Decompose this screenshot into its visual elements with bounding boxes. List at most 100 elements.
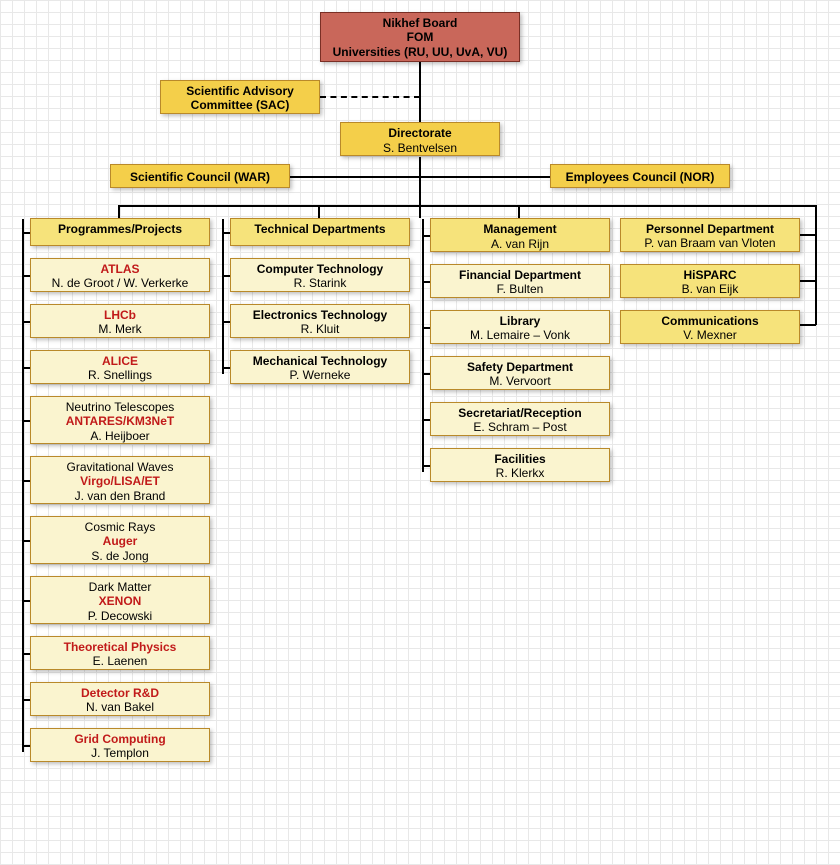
cell-line: Neutrino Telescopes — [66, 400, 175, 414]
conn-stub — [422, 373, 430, 375]
cell-line: Theoretical Physics — [64, 640, 177, 654]
cell-line: Virgo/LISA/ET — [80, 474, 160, 488]
col3-item-2: Safety DepartmentM. Vervoort — [430, 356, 610, 390]
conn-stub — [422, 281, 430, 283]
col2-item-1: Electronics TechnologyR. Kluit — [230, 304, 410, 338]
conn-c2-spine — [222, 219, 224, 374]
cell-line: S. de Jong — [91, 549, 148, 563]
conn-stub — [22, 275, 30, 277]
conn-stub — [422, 235, 430, 237]
cell-line: Library — [500, 314, 541, 328]
col3-item-3: Secretariat/ReceptionE. Schram – Post — [430, 402, 610, 436]
cell-line: A. Heijboer — [90, 429, 149, 443]
conn-stub — [22, 600, 30, 602]
cell-line: Gravitational Waves — [67, 460, 174, 474]
war-label: Scientific Council (WAR) — [130, 170, 270, 184]
conn-col4-r3 — [800, 324, 816, 326]
cell-line: Secretariat/Reception — [458, 406, 581, 420]
col4-item-1: HiSPARCB. van Eijk — [620, 264, 800, 298]
conn-stub — [22, 745, 30, 747]
conn-drop-c3 — [518, 205, 520, 219]
cell-line: M. Merk — [98, 322, 141, 336]
conn-stub — [22, 321, 30, 323]
cell-line: F. Bulten — [497, 282, 544, 296]
conn-main-bus — [118, 205, 816, 207]
cell-line: B. van Eijk — [682, 282, 739, 296]
conn-stub — [422, 465, 430, 467]
cell-line: R. Starink — [294, 276, 347, 290]
conn-col4-r2 — [800, 280, 816, 282]
col3-header-box: ManagementA. van Rijn — [430, 218, 610, 252]
cell-line: P. Decowski — [88, 609, 152, 623]
cell-line: R. Kluit — [301, 322, 340, 336]
cell-line: J. van den Brand — [75, 489, 166, 503]
col1-item-7: Theoretical PhysicsE. Laenen — [30, 636, 210, 670]
conn-col4-stub — [815, 205, 817, 325]
col2-header-box: Technical Departments — [230, 218, 410, 246]
conn-stub — [22, 367, 30, 369]
cell-line: Dark Matter — [89, 580, 152, 594]
cell-line: R. Snellings — [88, 368, 152, 382]
cell-line: Safety Department — [467, 360, 573, 374]
nor-box: Employees Council (NOR) — [550, 164, 730, 188]
cell-line: P. Werneke — [290, 368, 351, 382]
cell-line: Mechanical Technology — [253, 354, 387, 368]
conn-war-nor — [270, 176, 570, 178]
nor-label: Employees Council (NOR) — [566, 170, 715, 184]
col1-item-6: Dark MatterXENONP. Decowski — [30, 576, 210, 624]
directorate-title: Directorate — [345, 126, 495, 140]
cell-line: Grid Computing — [74, 732, 165, 746]
col2-item-2: Mechanical TechnologyP. Werneke — [230, 350, 410, 384]
col1-item-8: Detector R&DN. van Bakel — [30, 682, 210, 716]
sac-l2: Committee (SAC) — [191, 98, 290, 112]
conn-dir-down — [419, 157, 421, 218]
conn-stub — [22, 232, 30, 234]
col1-item-0: ATLASN. de Groot / W. Verkerke — [30, 258, 210, 292]
cell-line: P. van Braam van Vloten — [644, 236, 775, 250]
conn-stub — [22, 653, 30, 655]
conn-drop-c1 — [118, 205, 120, 219]
conn-drop-c2 — [318, 205, 320, 219]
col1-header-box: Programmes/Projects — [30, 218, 210, 246]
col3-header-title: Management — [435, 222, 605, 236]
conn-stub — [422, 419, 430, 421]
conn-stub — [222, 232, 230, 234]
conn-c3-spine — [422, 219, 424, 472]
conn-board-dir — [419, 62, 421, 125]
cell-line: Auger — [103, 534, 138, 548]
cell-line: HiSPARC — [683, 268, 736, 282]
col1-item-9: Grid ComputingJ. Templon — [30, 728, 210, 762]
conn-stub — [422, 327, 430, 329]
cell-line: M. Lemaire – Vonk — [470, 328, 570, 342]
cell-line: M. Vervoort — [489, 374, 550, 388]
cell-line: Communications — [661, 314, 758, 328]
col3-item-0: Financial DepartmentF. Bulten — [430, 264, 610, 298]
col1-item-2: ALICER. Snellings — [30, 350, 210, 384]
cell-line: Electronics Technology — [253, 308, 387, 322]
cell-line: V. Mexner — [683, 328, 737, 342]
cell-line: N. van Bakel — [86, 700, 154, 714]
cell-line: Facilities — [494, 452, 545, 466]
conn-c1-spine — [22, 219, 24, 752]
col1-item-5: Cosmic RaysAugerS. de Jong — [30, 516, 210, 564]
war-box: Scientific Council (WAR) — [110, 164, 290, 188]
board-box: Nikhef Board FOM Universities (RU, UU, U… — [320, 12, 520, 62]
cell-line: LHCb — [104, 308, 136, 322]
conn-stub — [22, 699, 30, 701]
directorate-name: S. Bentvelsen — [383, 141, 457, 155]
sac-box: Scientific Advisory Committee (SAC) — [160, 80, 320, 114]
col4-item-0: Personnel DepartmentP. van Braam van Vlo… — [620, 218, 800, 252]
col3-item-1: LibraryM. Lemaire – Vonk — [430, 310, 610, 344]
cell-line: Computer Technology — [257, 262, 383, 276]
cell-line: E. Schram – Post — [473, 420, 566, 434]
cell-line: R. Klerkx — [496, 466, 545, 480]
cell-line: E. Laenen — [93, 654, 148, 668]
conn-sac-dashed — [320, 96, 420, 98]
conn-stub — [22, 540, 30, 542]
col2-header: Technical Departments — [254, 222, 385, 236]
conn-stub — [22, 420, 30, 422]
cell-line: ANTARES/KM3NeT — [66, 414, 174, 428]
cell-line: Detector R&D — [81, 686, 159, 700]
col1-item-1: LHCbM. Merk — [30, 304, 210, 338]
cell-line: J. Templon — [91, 746, 149, 760]
